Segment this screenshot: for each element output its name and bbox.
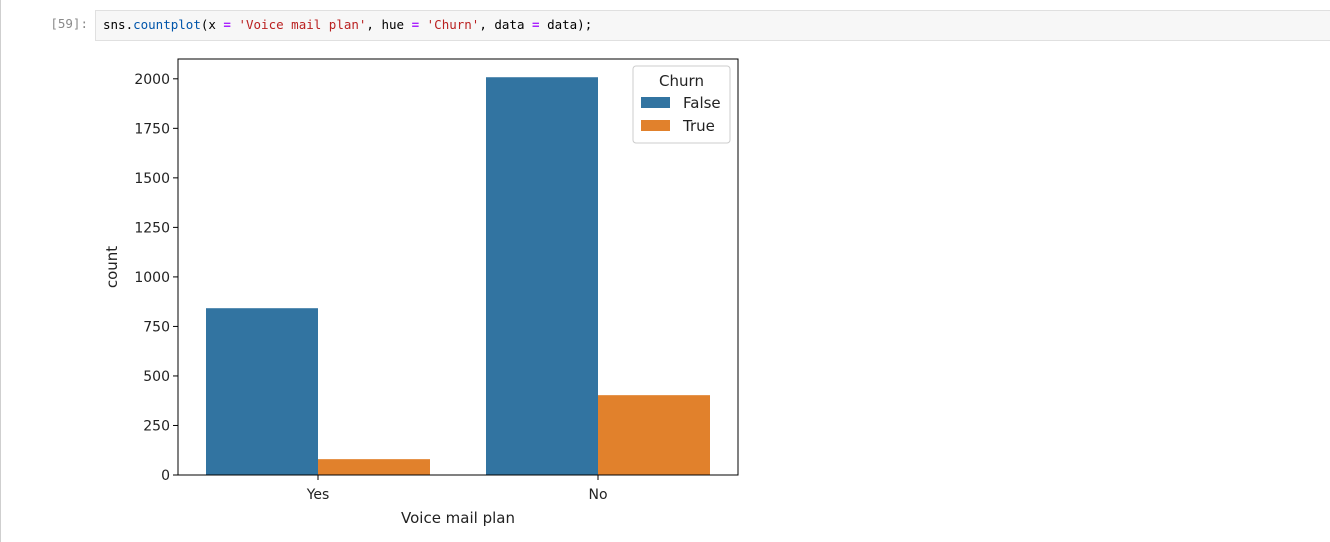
cell-prompt: [59]: [50,16,88,31]
y-tick-label: 0 [161,468,170,484]
y-tick-label: 1500 [134,171,170,187]
code-token: data); [539,17,593,32]
y-tick-label: 1750 [134,121,170,137]
bar-yes-true [318,459,430,475]
x-axis-label: Voice mail plan [401,509,515,527]
code-line: sns.countplot(x = 'Voice mail plan', hue… [103,17,592,32]
notebook-left-border [0,0,1,542]
code-token: , data [479,17,533,32]
code-token: sns. [103,17,134,32]
y-tick-label: 250 [143,418,170,434]
y-tick-label: 1000 [134,270,170,286]
x-tick-label: No [588,487,607,503]
code-token: 'Churn' [426,17,480,32]
bar-no-true [598,395,710,475]
code-token: , hue [366,17,412,32]
legend-label-true: True [682,117,715,135]
legend-swatch-false [641,97,670,108]
bar-no-false [486,77,598,475]
code-cell[interactable]: sns.countplot(x = 'Voice mail plan', hue… [95,10,1330,41]
axes-frame [177,58,739,476]
code-token: 'Voice mail plan' [238,17,367,32]
bar-yes-false [206,308,318,475]
countplot-chart: 0 250 500 750 1000 1250 1500 1750 2000 Yes No Voice… [103,58,739,527]
code-token [419,17,427,32]
y-tick-label: 2000 [134,72,170,88]
code-token: = [411,17,420,32]
y-tick-label: 500 [143,369,170,385]
code-token: (x [200,17,224,32]
y-axis-label: count [103,246,121,288]
legend-swatch-true [641,120,670,131]
legend-label-false: False [683,94,721,112]
code-token: = [223,17,231,32]
code-token: countplot [133,17,201,32]
y-tick-label: 1250 [134,220,170,236]
legend-title: Churn [659,72,704,90]
code-token: = [532,17,540,32]
x-tick-label: Yes [306,487,330,503]
y-tick-label: 750 [143,319,170,335]
